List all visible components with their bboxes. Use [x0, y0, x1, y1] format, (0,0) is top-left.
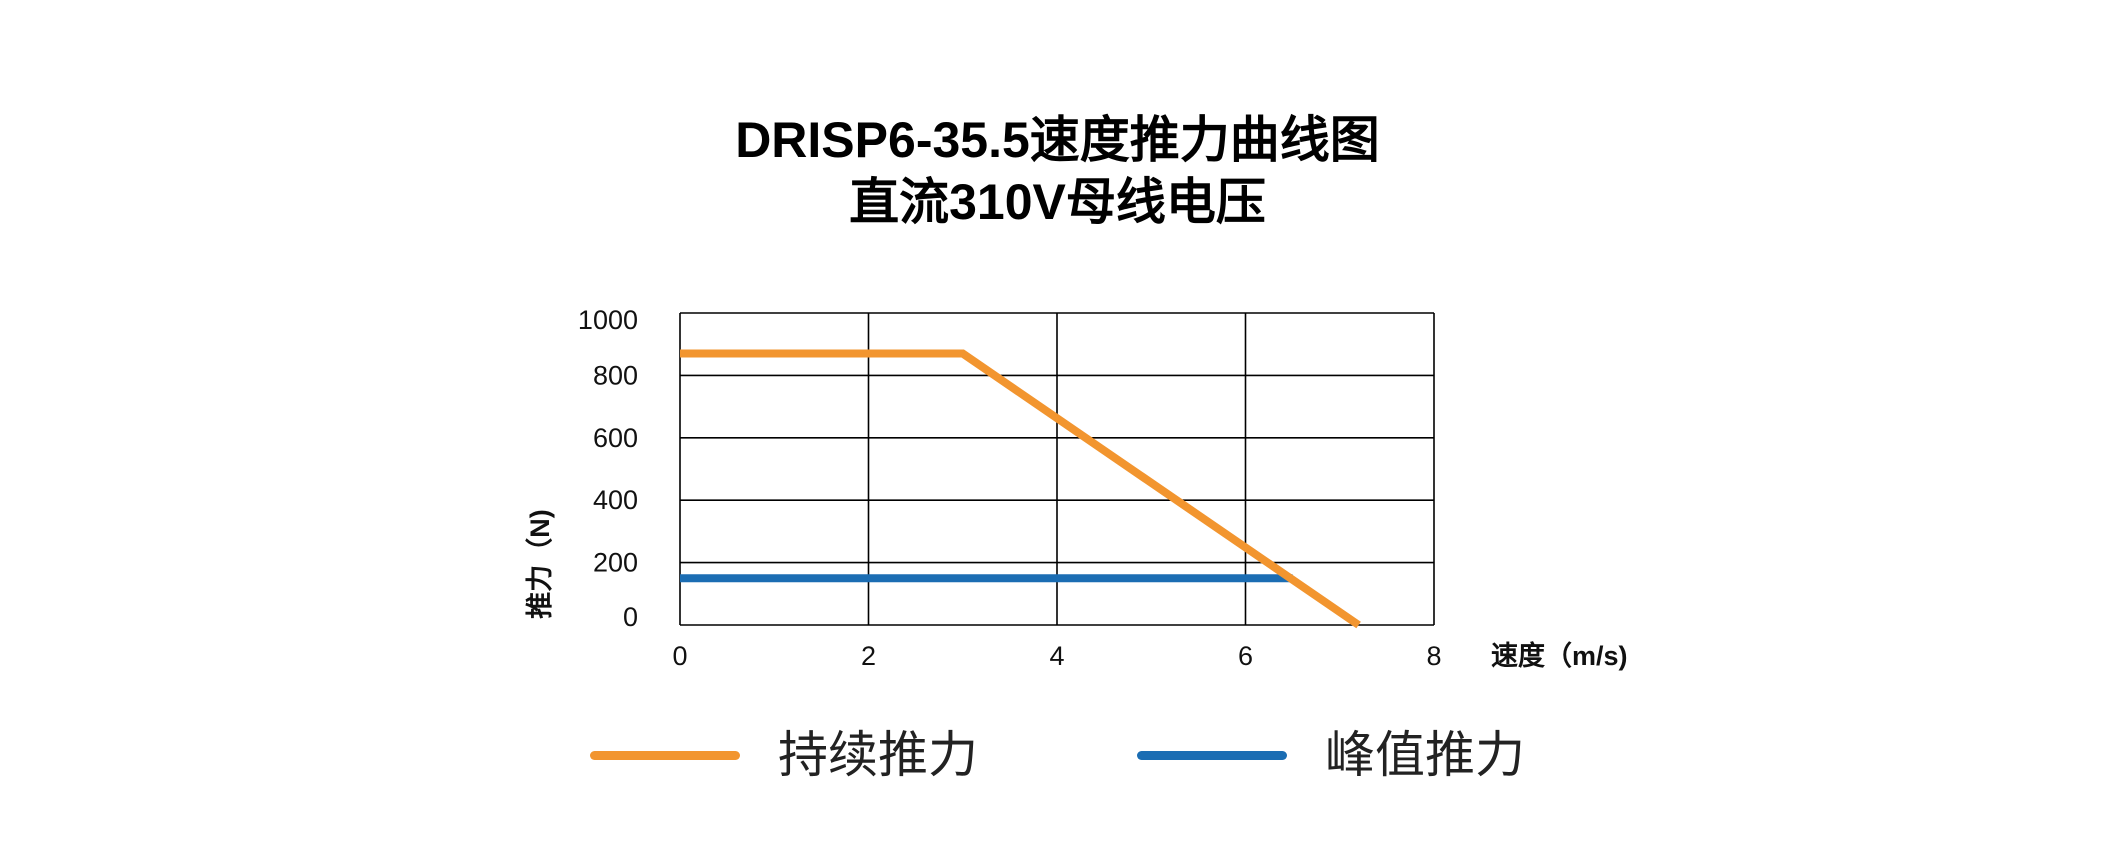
y-tick-label: 600	[593, 423, 638, 453]
grid	[679, 312, 1435, 626]
chart-title: DRISP6-35.5速度推力曲线图	[735, 112, 1380, 168]
y-tick-label: 800	[593, 360, 638, 390]
y-tick-label: 400	[593, 485, 638, 515]
x-tick-label: 8	[1426, 641, 1441, 671]
x-tick-label: 2	[861, 641, 876, 671]
x-tick-label: 0	[672, 641, 687, 671]
series-lines	[680, 349, 1361, 629]
y-tick-label: 0	[623, 602, 638, 632]
y-tick-label: 200	[593, 548, 638, 578]
y-tick-labels: 0 200 400 600 800 1000	[578, 305, 638, 632]
x-tick-label: 4	[1049, 641, 1064, 671]
x-tick-labels: 0 2 4 6 8	[672, 641, 1441, 671]
legend-swatch-peak	[1137, 750, 1287, 760]
legend-item-continuous: 持续推力	[590, 725, 978, 785]
x-tick-label: 6	[1238, 641, 1253, 671]
legend-label-continuous: 持续推力	[778, 727, 978, 783]
legend-item-peak: 峰值推力	[1137, 725, 1525, 785]
y-axis-label: 推力（N)	[525, 509, 555, 619]
legend-label-peak: 峰值推力	[1325, 727, 1525, 783]
y-tick-label: 1000	[578, 305, 638, 335]
series-line-continuous	[680, 349, 1361, 629]
x-axis-label: 速度（m/s)	[1491, 640, 1628, 671]
legend-swatch-continuous	[590, 750, 740, 760]
chart-subtitle: 直流310V母线电压	[849, 174, 1266, 230]
